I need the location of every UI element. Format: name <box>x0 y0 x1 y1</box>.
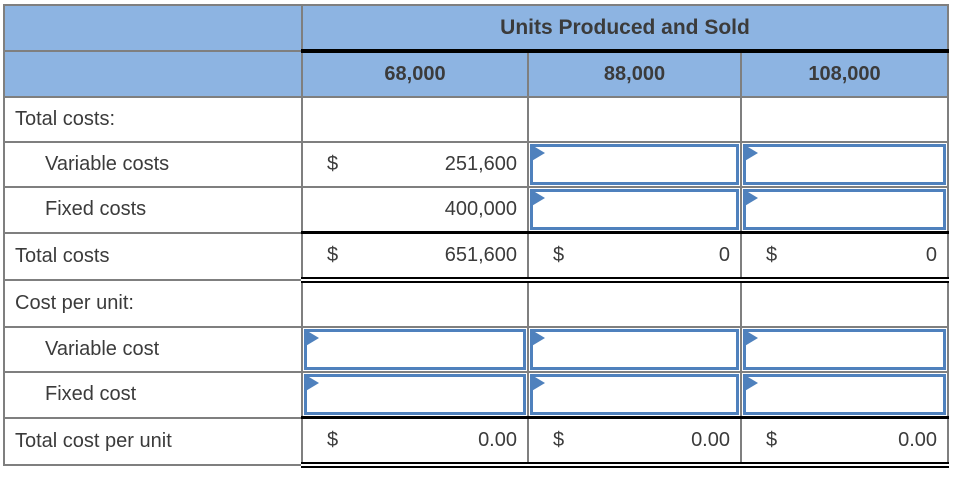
currency-symbol: $ <box>766 244 778 266</box>
input-variable-costs-108000[interactable] <box>743 144 947 185</box>
input-fixed-cost-108000[interactable] <box>743 374 947 415</box>
cell-value: 0 <box>718 244 730 266</box>
input-flag-icon <box>530 374 545 392</box>
column-header-68000: 68,000 <box>301 50 529 98</box>
row-variable-cost: Variable cost <box>3 326 950 373</box>
table-title: Units Produced and Sold <box>300 4 950 53</box>
empty-cell <box>527 96 742 143</box>
input-variable-cost-88000[interactable] <box>530 329 739 370</box>
cell-total-cost-per-unit-68000: $ 0.00 <box>301 416 529 468</box>
row-label-total-costs-section: Total costs: <box>3 96 303 143</box>
cell-variable-cost-88000 <box>527 326 742 373</box>
empty-cell <box>301 96 529 143</box>
currency-symbol: $ <box>327 429 339 451</box>
cell-value: 251,600 <box>444 153 517 175</box>
row-label-variable-cost: Variable cost <box>3 326 303 373</box>
input-flag-icon <box>743 189 758 207</box>
cell-variable-costs-108000 <box>739 141 950 188</box>
worksheet: Units Produced and Sold 68,000 88,000 10… <box>3 4 950 468</box>
cell-value: 0.00 <box>898 429 938 451</box>
header-corner-cell-top <box>3 4 303 52</box>
cost-table: Units Produced and Sold 68,000 88,000 10… <box>3 4 950 468</box>
section-row-cost-per-unit: Cost per unit: <box>3 279 950 328</box>
cell-value: 0.00 <box>691 429 730 451</box>
input-variable-cost-108000[interactable] <box>743 329 947 370</box>
row-label-fixed-cost: Fixed cost <box>3 371 303 419</box>
column-header-88000: 88,000 <box>527 50 742 98</box>
input-flag-icon <box>530 144 545 162</box>
header-title-row: Units Produced and Sold <box>3 4 950 53</box>
row-fixed-costs: Fixed costs 400,000 <box>3 186 950 234</box>
currency-symbol: $ <box>327 153 339 175</box>
section-row-total-costs: Total costs: <box>3 96 950 143</box>
currency-symbol: $ <box>553 244 565 266</box>
cell-total-costs-88000: $ 0 <box>527 231 742 283</box>
input-flag-icon <box>743 144 758 162</box>
row-label-cost-per-unit-section: Cost per unit: <box>3 279 303 328</box>
cell-fixed-cost-88000 <box>527 371 742 419</box>
empty-cell <box>739 96 950 143</box>
row-total-cost-per-unit: Total cost per unit $ 0.00 $ 0.00 $ 0.00 <box>3 416 950 468</box>
cell-fixed-costs-88000 <box>527 186 742 234</box>
empty-cell <box>527 279 742 328</box>
column-header-108000: 108,000 <box>739 50 950 98</box>
input-fixed-cost-88000[interactable] <box>530 374 739 415</box>
cell-value: 651,600 <box>444 244 517 266</box>
input-flag-icon <box>743 329 758 347</box>
input-flag-icon <box>530 189 545 207</box>
input-flag-icon <box>304 374 319 392</box>
currency-symbol: $ <box>553 429 565 451</box>
currency-symbol: $ <box>327 244 339 266</box>
cell-fixed-costs-108000 <box>739 186 950 234</box>
input-fixed-cost-68000[interactable] <box>304 374 526 415</box>
input-fixed-costs-88000[interactable] <box>530 189 739 230</box>
input-flag-icon <box>743 374 758 392</box>
cell-total-cost-per-unit-88000: $ 0.00 <box>527 416 742 468</box>
cell-fixed-cost-108000 <box>739 371 950 419</box>
input-variable-costs-88000[interactable] <box>530 144 739 185</box>
input-fixed-costs-108000[interactable] <box>743 189 947 230</box>
input-variable-cost-68000[interactable] <box>304 329 526 370</box>
empty-cell <box>301 279 529 328</box>
cell-total-cost-per-unit-108000: $ 0.00 <box>739 416 950 468</box>
header-corner-cell-bottom <box>3 50 303 98</box>
cell-value: 400,000 <box>444 198 517 220</box>
row-variable-costs: Variable costs $ 251,600 <box>3 141 950 188</box>
input-flag-icon <box>304 329 319 347</box>
row-label-total-costs: Total costs <box>3 231 303 281</box>
cell-total-costs-108000: $ 0 <box>739 231 950 283</box>
cell-fixed-cost-68000 <box>301 371 529 419</box>
row-label-total-cost-per-unit: Total cost per unit <box>3 416 303 466</box>
row-label-fixed-costs: Fixed costs <box>3 186 303 234</box>
cell-variable-costs-88000 <box>527 141 742 188</box>
cell-value: 0.00 <box>478 429 517 451</box>
cell-fixed-costs-68000: 400,000 <box>301 186 529 234</box>
cell-value: 0 <box>925 244 938 266</box>
cell-variable-cost-108000 <box>739 326 950 373</box>
cell-variable-costs-68000: $ 251,600 <box>301 141 529 188</box>
empty-cell <box>739 279 950 328</box>
header-columns-row: 68,000 88,000 108,000 <box>3 50 950 98</box>
row-label-variable-costs: Variable costs <box>3 141 303 188</box>
input-flag-icon <box>530 329 545 347</box>
cell-total-costs-68000: $ 651,600 <box>301 231 529 283</box>
currency-symbol: $ <box>766 429 778 451</box>
cell-variable-cost-68000 <box>301 326 529 373</box>
row-fixed-cost: Fixed cost <box>3 371 950 419</box>
row-total-costs: Total costs $ 651,600 $ 0 $ 0 <box>3 231 950 283</box>
